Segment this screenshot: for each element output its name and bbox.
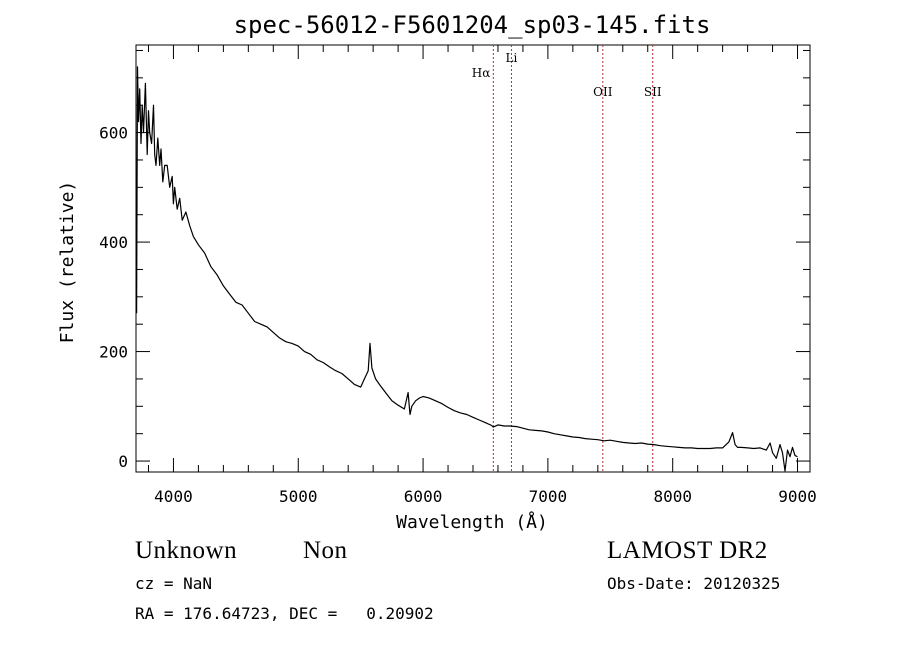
y-tick-label: 600 (99, 124, 128, 143)
x-tick-label: 4000 (154, 487, 193, 506)
y-axis-label: Flux (relative) (57, 181, 78, 344)
survey-name: LAMOST DR2 (607, 537, 768, 564)
x-tick-label: 7000 (529, 487, 568, 506)
x-tick-label: 5000 (279, 487, 318, 506)
spectral-line-label: Hα (472, 66, 491, 80)
spectrum-line (136, 66, 798, 472)
x-tick-label: 9000 (778, 487, 817, 506)
x-tick-label: 8000 (653, 487, 692, 506)
axis-ticks (136, 45, 810, 472)
y-tick-label: 400 (99, 233, 128, 252)
plot-frame (135, 44, 811, 473)
spectrum-series (136, 66, 798, 472)
x-axis-label: Wavelength (Å) (396, 511, 548, 533)
observation-date: Obs-Date: 20120325 (607, 574, 781, 593)
axis-tick-labels: 4000 5000 6000 7000 8000 9000 0 200 400 600 (99, 124, 817, 506)
y-tick-label: 0 (118, 452, 128, 471)
chart-title: spec-56012-F5601204_sp03-145.fits (234, 11, 711, 39)
spectral-line-label: SII (644, 85, 662, 99)
redshift-cz: cz = NaN (135, 574, 213, 593)
ra-dec-coordinates: RA = 176.64723, DEC = 0.20902 (135, 604, 434, 623)
y-tick-label: 200 (99, 343, 128, 362)
x-tick-label: 6000 (404, 487, 443, 506)
spectral-line-label: OII (593, 85, 613, 99)
spectral-line-label: Li (506, 51, 518, 65)
object-class: Unknown (135, 537, 238, 564)
spectral-line-markers: Hα Li OII SII (472, 45, 662, 472)
object-subclass: Non (303, 537, 348, 564)
